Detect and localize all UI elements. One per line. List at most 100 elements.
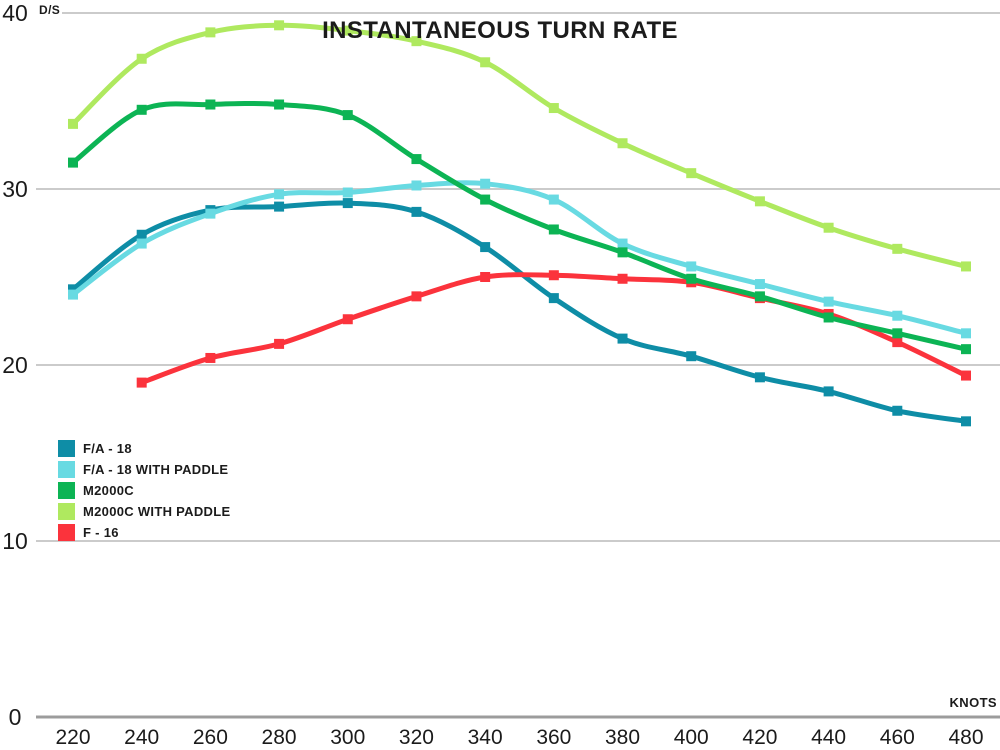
- data-point-marker: [342, 187, 353, 198]
- legend-label: F - 16: [83, 525, 119, 540]
- data-point-marker: [823, 312, 834, 323]
- data-point-marker: [342, 198, 353, 209]
- data-point-marker: [480, 242, 491, 253]
- y-tick-label-10: 10: [2, 528, 28, 554]
- data-point-marker: [617, 247, 628, 258]
- data-point-marker: [961, 344, 971, 355]
- data-point-marker: [754, 372, 765, 383]
- data-point-marker: [892, 405, 903, 416]
- legend-swatch: [58, 482, 75, 499]
- data-point-marker: [480, 194, 491, 205]
- x-tick-label-280: 280: [261, 726, 297, 749]
- legend-row-f-a-18: F/A - 18: [58, 438, 230, 459]
- data-point-marker: [548, 270, 559, 281]
- data-point-marker: [68, 284, 78, 295]
- x-tick-label-240: 240: [124, 726, 160, 749]
- data-point-marker: [961, 416, 971, 427]
- data-point-marker: [961, 328, 971, 339]
- series-line-f-16: [140, 272, 968, 385]
- data-point-marker: [754, 291, 765, 302]
- x-tick-label-340: 340: [467, 726, 503, 749]
- legend-swatch: [58, 440, 75, 457]
- x-tick-label-420: 420: [742, 726, 778, 749]
- data-point-marker: [548, 293, 559, 304]
- data-point-marker: [480, 272, 491, 282]
- data-point-marker: [411, 291, 422, 302]
- data-point-marker: [274, 338, 285, 349]
- data-point-marker: [411, 206, 422, 217]
- x-tick-label-320: 320: [398, 726, 434, 749]
- data-point-marker: [274, 20, 285, 31]
- data-point-marker: [686, 168, 697, 179]
- data-point-marker: [136, 53, 147, 64]
- data-point-marker: [823, 296, 834, 307]
- data-point-marker: [961, 370, 971, 381]
- x-axis-unit-label: KNOTS: [949, 695, 997, 710]
- data-point-marker: [754, 279, 765, 290]
- legend-row-f-16: F - 16: [58, 522, 230, 543]
- chart-legend: F/A - 18 F/A - 18 WITH PADDLE M2000C M2000C…: [58, 438, 230, 543]
- data-point-marker: [548, 194, 559, 205]
- y-tick-label-40: 40: [2, 0, 28, 26]
- data-point-marker: [342, 314, 353, 325]
- x-tick-label-380: 380: [605, 726, 641, 749]
- data-point-marker: [548, 103, 559, 114]
- y-tick-label-0: 0: [8, 704, 22, 730]
- data-point-marker: [892, 310, 903, 321]
- data-point-marker: [274, 201, 285, 212]
- y-tick-label-20: 20: [2, 352, 28, 378]
- legend-row-m2000c: M2000C: [58, 480, 230, 501]
- data-point-marker: [411, 154, 422, 165]
- y-axis-unit-label: D/S: [39, 3, 61, 17]
- data-point-marker: [205, 208, 216, 219]
- x-tick-label-260: 260: [192, 726, 228, 749]
- x-tick-label-360: 360: [536, 726, 572, 749]
- legend-label: M2000C WITH PADDLE: [83, 504, 231, 519]
- data-point-marker: [754, 196, 765, 207]
- chart-title: INSTANTANEOUS TURN RATE: [322, 17, 678, 44]
- data-point-marker: [136, 238, 147, 249]
- data-point-marker: [548, 224, 559, 235]
- x-tick-label-300: 300: [330, 726, 366, 749]
- x-tick-label-460: 460: [879, 726, 915, 749]
- legend-label: F/A - 18: [83, 441, 132, 456]
- legend-row-m2000c-with-paddle: M2000C WITH PADDLE: [58, 501, 230, 522]
- data-point-marker: [823, 222, 834, 233]
- data-point-marker: [480, 57, 491, 68]
- legend-swatch: [58, 503, 75, 520]
- legend-swatch: [58, 524, 75, 541]
- data-point-marker: [617, 333, 628, 344]
- x-tick-label-400: 400: [673, 726, 709, 749]
- data-point-marker: [411, 180, 422, 191]
- data-point-marker: [342, 25, 353, 36]
- data-point-marker: [480, 178, 491, 189]
- data-point-marker: [686, 351, 697, 362]
- data-point-marker: [68, 118, 78, 129]
- data-point-marker: [205, 99, 216, 110]
- data-point-marker: [961, 261, 971, 272]
- data-point-marker: [892, 328, 903, 339]
- x-tick-label-480: 480: [948, 726, 984, 749]
- data-point-marker: [274, 99, 285, 110]
- x-tick-label-220: 220: [55, 726, 91, 749]
- data-point-marker: [274, 189, 285, 200]
- data-point-marker: [205, 27, 216, 38]
- data-point-marker: [823, 386, 834, 397]
- data-point-marker: [68, 289, 78, 300]
- data-point-marker: [617, 238, 628, 249]
- data-point-marker: [411, 36, 422, 47]
- data-point-marker: [342, 110, 353, 121]
- x-tick-label-440: 440: [811, 726, 847, 749]
- data-point-marker: [136, 377, 147, 388]
- data-point-marker: [617, 138, 628, 149]
- y-tick-label-30: 30: [2, 176, 28, 202]
- legend-row-f-a-18-with-paddle: F/A - 18 WITH PADDLE: [58, 459, 230, 480]
- data-point-marker: [892, 337, 903, 348]
- legend-label: M2000C: [83, 483, 134, 498]
- data-point-marker: [136, 104, 147, 115]
- data-point-marker: [686, 273, 697, 284]
- legend-label: F/A - 18 WITH PADDLE: [83, 462, 229, 477]
- legend-swatch: [58, 461, 75, 478]
